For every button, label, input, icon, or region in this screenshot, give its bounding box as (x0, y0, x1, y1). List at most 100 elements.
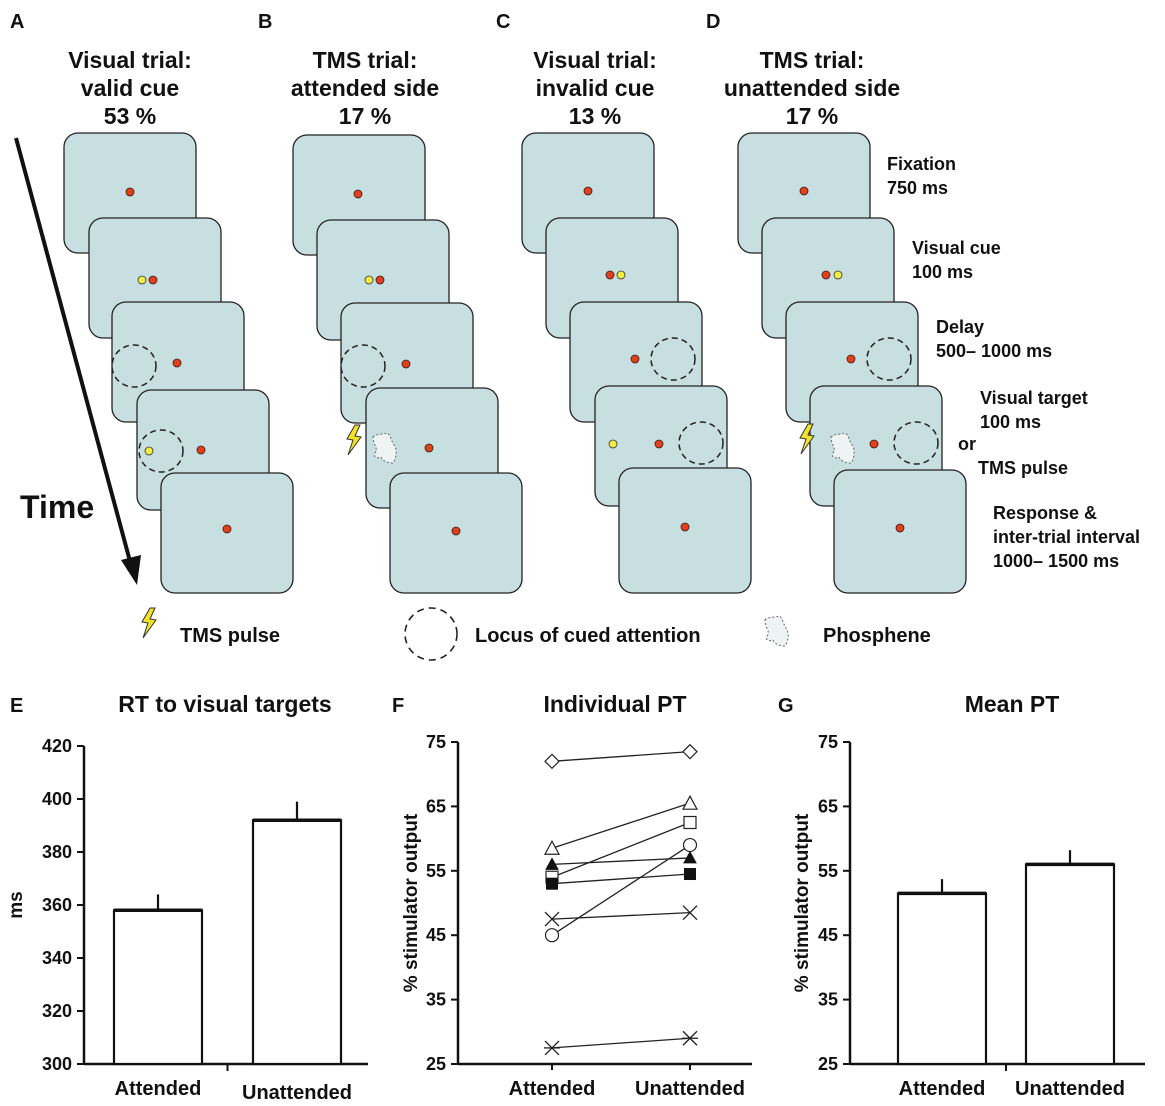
step-labels: Fixation 750 ms Visual cue 100 ms Delay … (887, 154, 1140, 571)
time-arrow (14, 137, 141, 585)
panel-letter-F: F (392, 695, 404, 717)
point-diamond (682, 743, 698, 760)
y-tick-label: 400 (42, 789, 72, 809)
panel-B-title-line2: attended side (291, 75, 439, 101)
y-tick-label: 75 (818, 732, 838, 752)
attention-locus (678, 421, 724, 465)
attention-locus (111, 344, 157, 388)
series-line (551, 844, 691, 936)
screen-response (389, 472, 523, 594)
point-square-filled (546, 877, 558, 890)
panel-A-title-line2: valid cue (81, 75, 179, 101)
legend: TMS pulse Locus of cued attention Phosph… (141, 607, 931, 661)
legend-tms-label: TMS pulse (180, 625, 280, 647)
cue-dot (616, 270, 626, 280)
panel-A-sequence (63, 132, 294, 594)
chart-title: Mean PT (965, 691, 1060, 717)
x-tick-label: Attended (509, 1078, 596, 1100)
y-tick-label: 75 (426, 732, 446, 752)
bar (896, 892, 988, 1066)
step-response-label: Response & (993, 503, 1097, 523)
series-line (551, 857, 691, 866)
y-tick-label: 380 (42, 842, 72, 862)
step-tms-label: TMS pulse (978, 458, 1068, 478)
legend-phosphene-label: Phosphene (823, 625, 931, 647)
step-fixation-duration: 750 ms (887, 178, 948, 198)
panel-letter-E: E (10, 695, 23, 717)
y-axis-label: % stimulator output (401, 813, 422, 992)
panel-B-header: B TMS trial: attended side 17 % (258, 11, 439, 129)
fixation-dot (630, 354, 640, 364)
y-tick-label: 65 (818, 796, 838, 816)
fixation-dot (654, 439, 664, 449)
fixation-dot (869, 439, 879, 449)
fixation-dot (125, 187, 135, 197)
chart-title: RT to visual targets (118, 691, 331, 717)
series-line (551, 802, 691, 849)
point-diamond (544, 753, 560, 770)
fixation-dot (172, 358, 182, 368)
step-target-duration: 100 ms (980, 412, 1041, 432)
fixation-dot (451, 526, 461, 536)
point-x (544, 911, 560, 927)
y-tick-label: 35 (818, 990, 838, 1010)
y-tick-label: 420 (42, 736, 72, 756)
fixation-dot (680, 522, 690, 532)
visual-target-dot (144, 446, 154, 456)
bar (1024, 863, 1116, 1066)
y-tick-label: 45 (426, 925, 446, 945)
x-tick-label: Unattended (635, 1078, 745, 1100)
panel-C-title-line2: invalid cue (536, 75, 655, 101)
series-line (551, 873, 691, 885)
fixation-dot (196, 445, 206, 455)
screen-response (833, 469, 967, 594)
fixation-dot (222, 524, 232, 534)
point-circle (544, 928, 560, 943)
panel-letters-charts: E F G (10, 695, 794, 717)
step-target-label: Visual target (980, 388, 1088, 408)
fixation-dot (424, 443, 434, 453)
series-line (551, 751, 691, 762)
fixation-dot (821, 270, 831, 280)
panel-D-percentage: 17 % (786, 103, 838, 129)
series-line (551, 821, 691, 878)
panel-C-header: C Visual trial: invalid cue 13 % (496, 11, 657, 129)
y-tick-label: 55 (426, 861, 446, 881)
y-tick-label: 320 (42, 1001, 72, 1021)
panel-B-title-line1: TMS trial: (313, 47, 418, 73)
fixation-dot (605, 270, 615, 280)
cue-dot (137, 275, 147, 285)
cue-dot (833, 270, 843, 280)
fixation-dot (799, 186, 809, 196)
panel-C-title-line1: Visual trial: (533, 47, 657, 73)
panel-letter-D: D (706, 11, 720, 33)
point-square-filled (684, 868, 696, 881)
bar (251, 819, 343, 1066)
step-cue-label: Visual cue (912, 238, 1001, 258)
fixation-dot (583, 186, 593, 196)
chart-individual-pt: Individual PT % stimulator output 25 35 45 55… (401, 691, 752, 1100)
step-or-label: or (958, 434, 976, 454)
panel-letter-C: C (496, 11, 510, 33)
x-tick-label: Unattended (1015, 1078, 1125, 1100)
screen-response (160, 472, 294, 594)
y-tick-label: 340 (42, 948, 72, 968)
tms-bolt-icon (346, 424, 362, 456)
panel-A-title-line1: Visual trial: (68, 47, 192, 73)
chart-mean-pt: Mean PT % stimulator output 25 35 45 55 65 75 At… (792, 691, 1145, 1100)
panel-D-header: D TMS trial: unattended side 17 % (706, 11, 900, 129)
tms-bolt-icon (141, 607, 157, 639)
chart-title: Individual PT (543, 691, 686, 717)
panel-C-percentage: 13 % (569, 103, 621, 129)
panel-A-percentage: 53 % (104, 103, 156, 129)
fixation-dot (375, 275, 385, 285)
fixation-dot (846, 354, 856, 364)
legend-locus-icon (404, 607, 458, 661)
panel-letter-A: A (10, 11, 24, 33)
visual-target-dot (608, 439, 618, 449)
y-tick-label: 45 (818, 925, 838, 945)
y-axis-label: % stimulator output (792, 813, 813, 992)
point-triangle-filled (683, 850, 697, 864)
screen-response (618, 467, 752, 594)
point-triangle (543, 839, 561, 855)
